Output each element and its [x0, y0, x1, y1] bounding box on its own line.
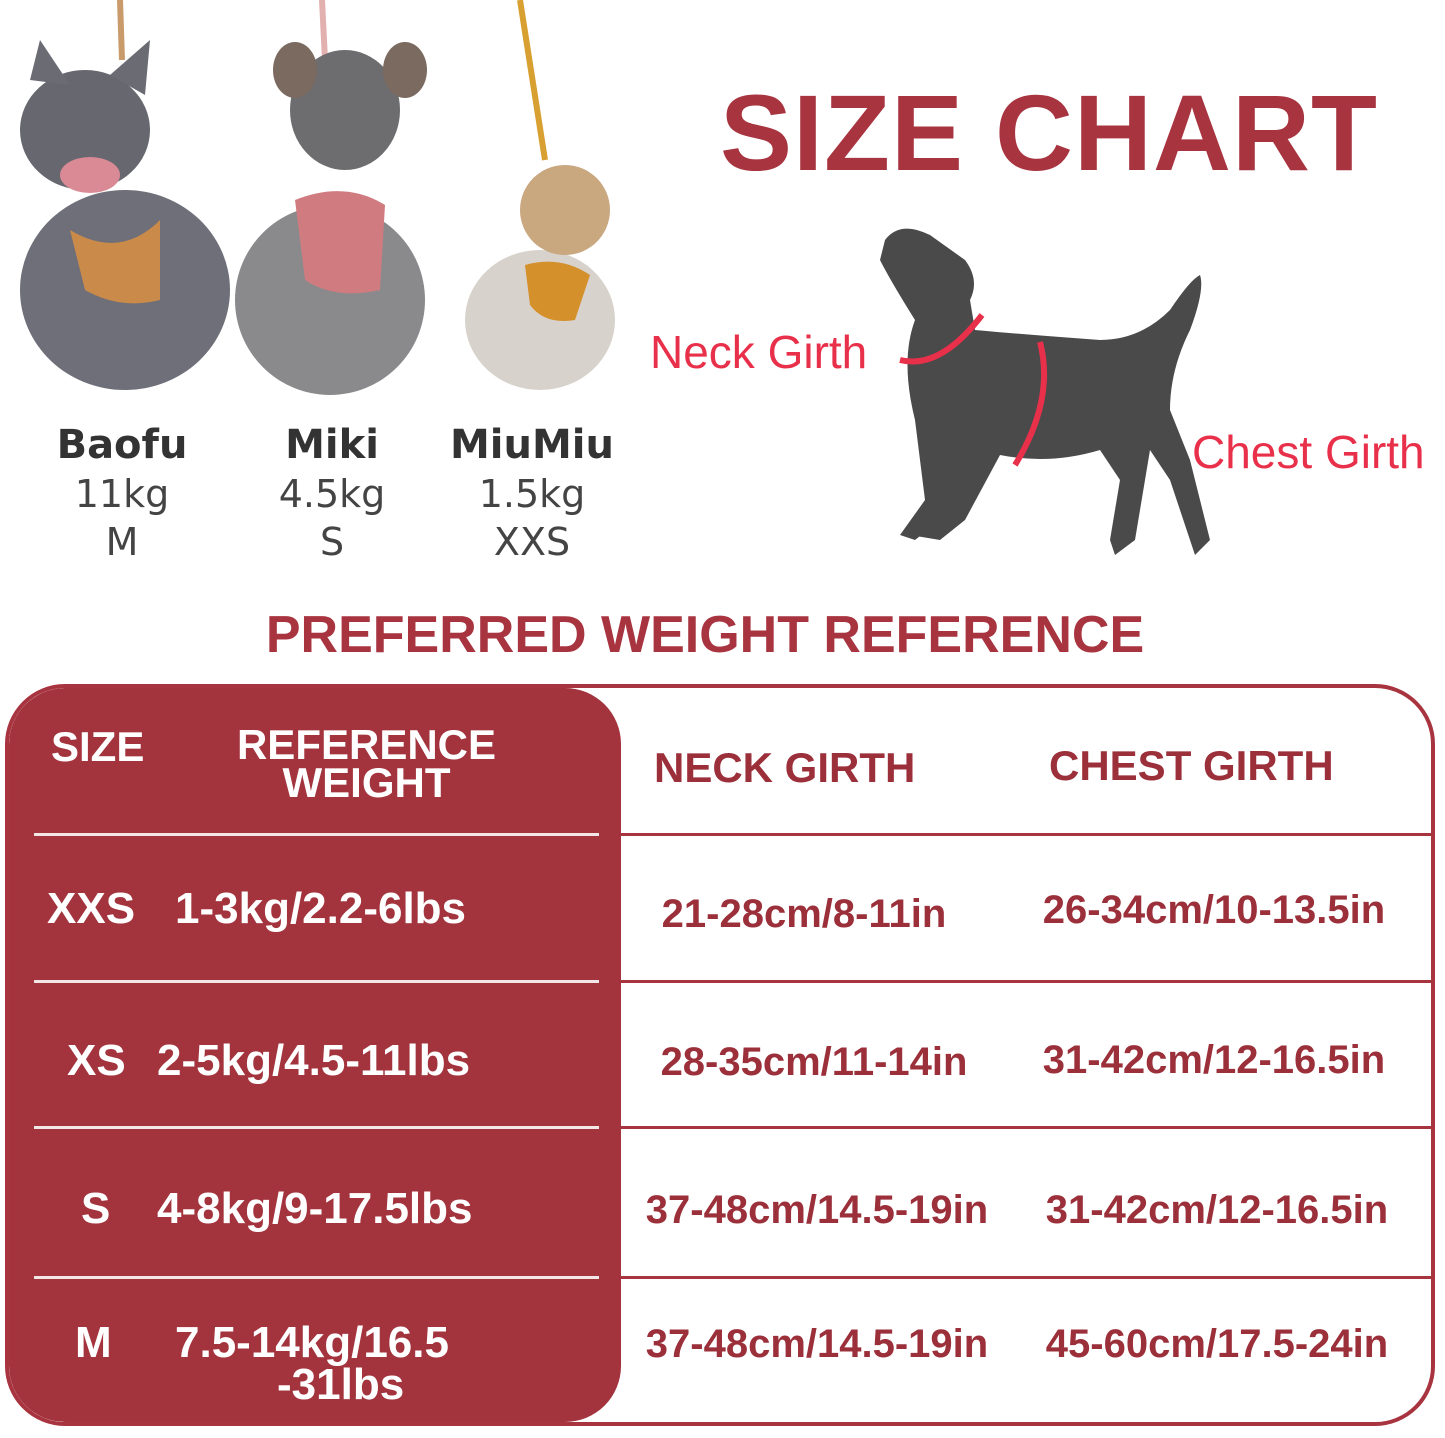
header-chest-girth: CHEST GIRTH	[1049, 742, 1334, 789]
row-xxs-weight: 1-3kg/2.2-6lbs	[175, 884, 467, 933]
divider	[621, 1276, 1431, 1279]
dog-miki-image	[235, 0, 427, 395]
row-s-chest: 31-42cm/12-16.5in	[1045, 1188, 1389, 1232]
row-xs-size: XS	[67, 1036, 126, 1085]
row-xxs-size: XXS	[47, 884, 136, 933]
row-xs-chest: 31-42cm/12-16.5in	[1042, 1038, 1386, 1082]
header-neck-girth: NECK GIRTH	[654, 744, 916, 791]
row-m-size: M	[75, 1318, 112, 1367]
divider	[34, 833, 599, 836]
row-s-weight: 4-8kg/9-17.5lbs	[157, 1184, 473, 1233]
row-m-weight-line2: -31lbs	[277, 1360, 405, 1409]
row-m-neck: 37-48cm/14.5-19in	[645, 1322, 989, 1366]
dog-weight-miumiu: 1.5kg	[478, 472, 586, 516]
dog-size-miumiu: XXS	[493, 520, 571, 564]
divider	[34, 1126, 599, 1129]
size-weight-panel	[9, 688, 621, 1422]
header-size: SIZE	[51, 723, 145, 770]
header-weight-line1: REFERENCE	[236, 721, 497, 768]
divider	[34, 980, 599, 983]
dog-name-miki: Miki	[285, 422, 379, 468]
row-xxs-neck: 21-28cm/8-11in	[661, 892, 947, 936]
row-xxs-chest: 26-34cm/10-13.5in	[1042, 888, 1386, 932]
chest-girth-label: Chest Girth	[1192, 426, 1425, 478]
dog-size-miki: S	[319, 520, 345, 564]
dogs-photo	[20, 0, 615, 395]
size-chart-title: SIZE CHART	[720, 72, 1378, 193]
divider	[621, 833, 1431, 836]
row-s-neck: 37-48cm/14.5-19in	[645, 1188, 989, 1232]
divider	[34, 1276, 599, 1279]
row-s-size: S	[81, 1184, 111, 1233]
divider	[621, 1126, 1431, 1129]
dog-name-miumiu: MiuMiu	[450, 422, 614, 468]
size-table: SIZE REFERENCE WEIGHT NECK GIRTH CHEST G…	[5, 684, 1435, 1426]
neck-girth-label: Neck Girth	[650, 326, 868, 378]
row-m-chest: 45-60cm/17.5-24in	[1045, 1322, 1389, 1366]
row-xs-neck: 28-35cm/11-14in	[660, 1040, 968, 1084]
dog-name-baofu: Baofu	[56, 422, 188, 468]
dog-miumiu-image	[465, 0, 615, 390]
dog-size-baofu: M	[105, 520, 139, 564]
dog-weight-miki: 4.5kg	[278, 472, 386, 516]
weight-reference-subtitle: PREFERRED WEIGHT REFERENCE	[265, 606, 1145, 664]
dog-silhouette-diagram	[880, 228, 1210, 556]
dog-baofu-image	[20, 0, 230, 390]
header-weight-line2: WEIGHT	[282, 759, 451, 806]
divider	[621, 980, 1431, 983]
row-m-weight-line1: 7.5-14kg/16.5	[175, 1318, 449, 1367]
dog-weight-baofu: 11kg	[74, 472, 170, 516]
row-xs-weight: 2-5kg/4.5-11lbs	[157, 1036, 471, 1085]
